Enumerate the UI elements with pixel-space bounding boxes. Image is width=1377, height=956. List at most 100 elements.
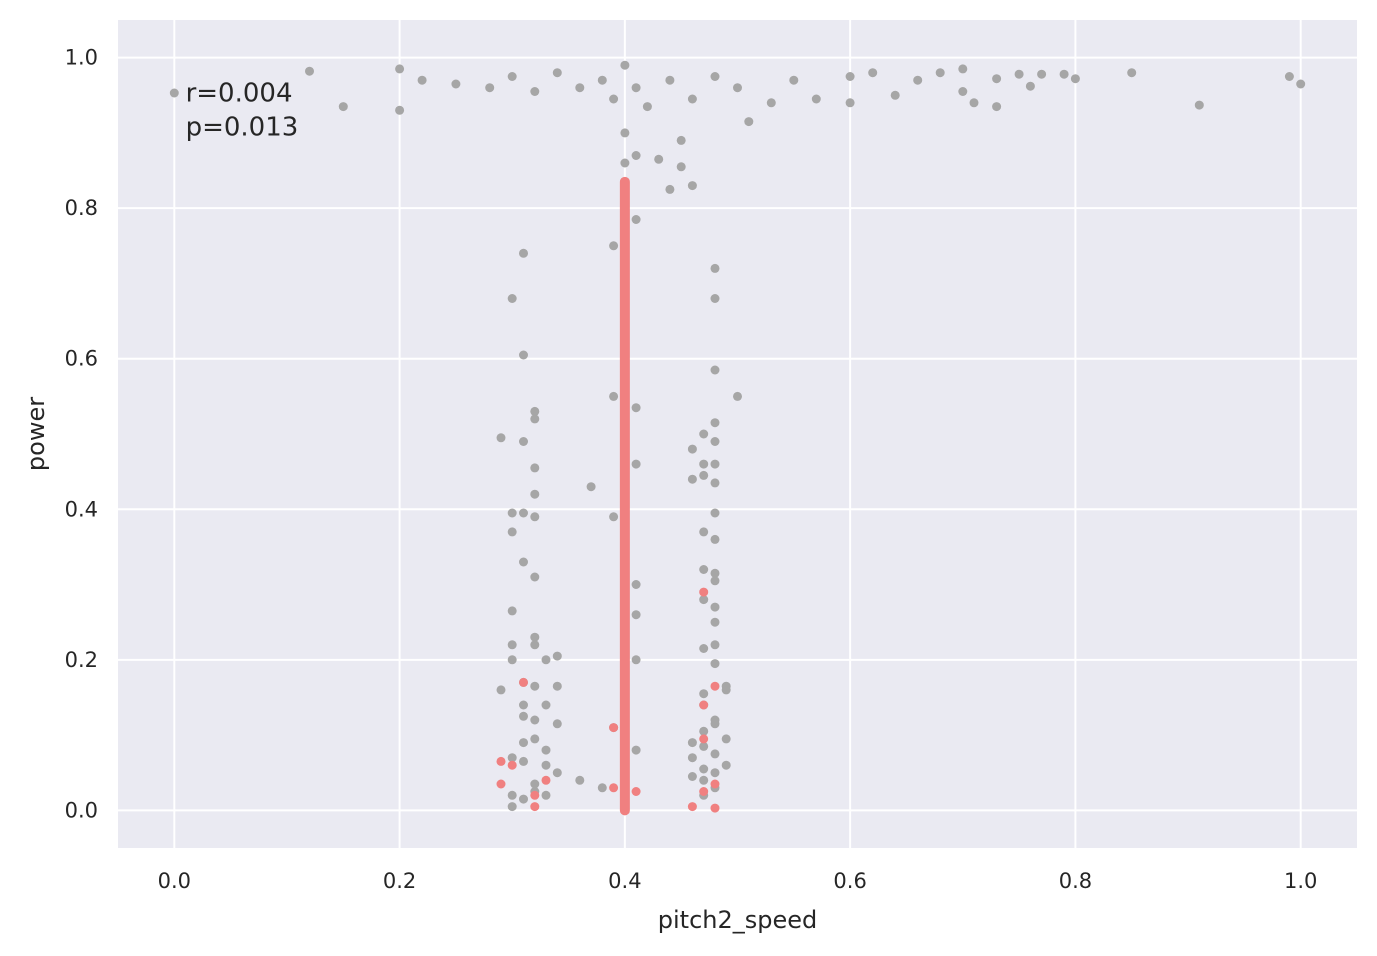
data-point [519, 248, 528, 258]
data-point [710, 640, 720, 650]
data-point [530, 463, 540, 473]
data-point [597, 783, 607, 793]
data-point [631, 151, 641, 160]
data-point [699, 470, 709, 480]
y-axis-label: power [22, 397, 50, 471]
data-point [507, 606, 517, 616]
data-point [710, 576, 720, 586]
highlight-data-point [631, 787, 641, 796]
y-tick-label: 0.2 [65, 648, 98, 672]
data-point [541, 760, 551, 770]
data-point [1296, 79, 1306, 89]
data-point [1070, 74, 1080, 84]
data-point [687, 94, 697, 104]
x-tick-label: 0.2 [383, 869, 416, 893]
data-point [687, 181, 697, 191]
data-point [811, 94, 821, 104]
data-point [519, 437, 528, 446]
x-tick-label: 0.4 [608, 869, 641, 893]
data-point [665, 184, 675, 194]
data-point [620, 158, 630, 168]
data-point [733, 83, 742, 93]
data-point [868, 68, 878, 78]
data-point [710, 719, 720, 729]
data-point [710, 508, 720, 518]
data-point [530, 734, 540, 744]
data-point [631, 403, 641, 413]
data-point [744, 117, 754, 127]
data-point [552, 681, 562, 691]
data-point [687, 474, 697, 484]
data-point [676, 135, 686, 145]
data-point [519, 738, 528, 748]
data-point [710, 478, 720, 488]
plot-area [118, 20, 1357, 848]
data-point [541, 790, 551, 800]
data-point [169, 88, 179, 98]
data-point [699, 527, 709, 537]
data-point [699, 741, 709, 751]
data-point [609, 512, 619, 522]
data-point [958, 64, 968, 74]
data-point [687, 772, 697, 781]
data-point [992, 74, 1002, 84]
data-point [1127, 68, 1137, 78]
data-point [575, 775, 585, 785]
data-point [789, 75, 799, 85]
data-point [530, 87, 540, 96]
data-point [699, 565, 709, 574]
data-point [631, 745, 641, 755]
data-point [530, 406, 540, 416]
data-point [496, 685, 506, 695]
data-point [710, 659, 720, 669]
data-point [519, 711, 528, 721]
x-tick-label: 0.0 [158, 869, 191, 893]
data-point [507, 72, 517, 81]
data-point [710, 617, 720, 627]
x-tick-label: 0.8 [1059, 869, 1092, 893]
x-tick-label: 0.6 [833, 869, 866, 893]
data-point [958, 87, 968, 96]
data-point [710, 602, 720, 612]
highlight-data-point [699, 734, 709, 744]
data-point [687, 753, 697, 763]
y-tick-label: 0.4 [65, 497, 98, 521]
highlight-data-point [687, 802, 697, 812]
data-point [530, 640, 540, 650]
highlight-data-point [699, 700, 709, 710]
data-point [395, 64, 405, 74]
data-point [721, 685, 731, 695]
data-point [609, 94, 619, 104]
data-point [519, 508, 528, 518]
data-point [519, 350, 528, 360]
data-point [609, 391, 619, 401]
highlight-data-point [519, 677, 528, 687]
data-point [541, 745, 551, 755]
data-point [530, 414, 540, 424]
data-point [507, 294, 517, 303]
data-point [541, 700, 551, 710]
highlight-data-point [530, 802, 540, 812]
data-point [620, 60, 630, 70]
data-point [305, 66, 314, 76]
data-point [496, 433, 506, 443]
data-point [530, 779, 540, 789]
data-point [699, 459, 709, 469]
y-tick-label: 0.0 [65, 798, 98, 822]
highlight-data-point [609, 723, 619, 733]
highlight-data-point [699, 787, 709, 796]
highlight-data-point [710, 681, 720, 691]
data-point [451, 79, 461, 89]
y-tick-label: 1.0 [65, 46, 98, 70]
data-point [519, 794, 528, 804]
data-point [631, 580, 641, 589]
data-points [169, 60, 1306, 816]
data-point [631, 610, 641, 620]
data-point [935, 68, 945, 78]
data-point [519, 700, 528, 710]
data-point [710, 263, 720, 273]
data-point [710, 437, 720, 446]
data-point [620, 128, 630, 138]
data-point [519, 756, 528, 766]
data-point [766, 98, 776, 108]
